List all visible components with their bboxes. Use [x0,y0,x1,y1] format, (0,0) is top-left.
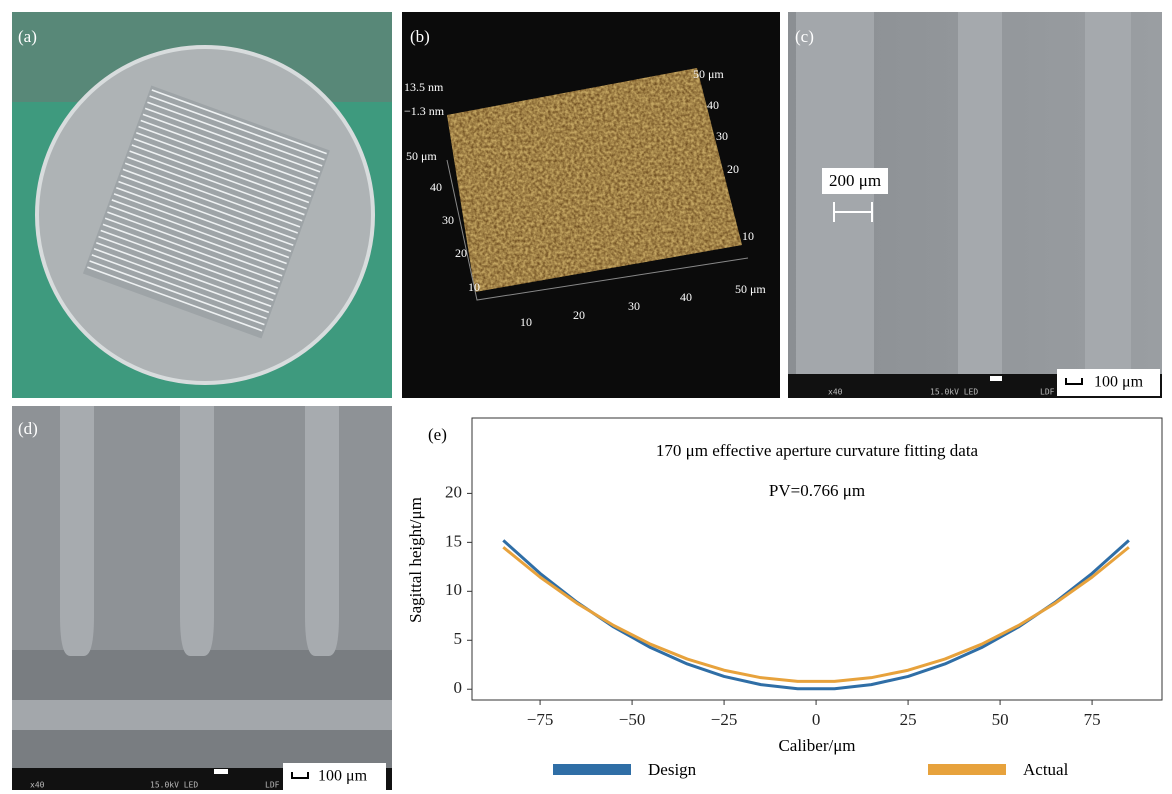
panel-label: (b) [410,27,430,46]
legend-swatch [928,764,1006,775]
sem-base-edge [12,700,392,730]
afm-axis-label: 10 [520,315,532,329]
x-tick-label: −25 [711,710,738,729]
scale-marker [214,769,228,774]
x-axis-label: Caliber/μm [778,736,855,755]
x-tick-label: 75 [1084,710,1101,729]
scale-label: 100 μm [318,768,368,785]
afm-axis-label: 50 μm [735,282,766,296]
y-tick-label: 20 [445,482,462,501]
afm-axis-label: 40 [680,290,692,304]
sem-groove [958,12,1002,374]
afm-axis-label: 50 μm [693,67,724,81]
afm-axis-label: 20 [573,308,585,322]
afm-axis-label: 10 [468,280,480,294]
panel-label: (e) [428,425,447,444]
x-tick-label: −75 [527,710,554,729]
afm-axis-label: 20 [727,162,739,176]
sem-info: LDF [1040,388,1055,397]
sem-fiber [60,406,94,656]
afm-axis-label: 40 [707,98,719,112]
y-tick-label: 0 [454,678,463,697]
legend-swatch [553,764,631,775]
data-line [503,547,1129,681]
sem-fiber [180,406,214,656]
sem-info: 15.0kV LED [930,388,978,397]
panel-label: (d) [18,419,38,438]
sem-info: x40 [30,781,45,790]
panel-b: (b) 13.5 nm −1.3 nm 50 μm 40 30 20 10 10 20 30 40 5… [402,12,780,398]
plot-frame [472,418,1162,700]
panel-a: (a) [12,12,392,398]
afm-axis-label: 10 [742,229,754,243]
afm-axis-label: 13.5 nm [404,80,444,94]
sem-info: 15.0kV LED [150,781,198,790]
afm-axis-label: 40 [430,180,442,194]
x-tick-label: 50 [992,710,1009,729]
x-tick-label: 25 [900,710,917,729]
x-tick-label: −50 [619,710,646,729]
x-tick-label: 0 [812,710,821,729]
panel-label: (a) [18,27,37,46]
y-tick-label: 10 [445,580,462,599]
y-axis-label: Sagittal height/μm [406,497,425,623]
sem-info: LDF [265,781,280,790]
y-tick-label: 15 [445,531,462,550]
annotation: PV=0.766 μm [769,481,865,500]
chart-title: 170 μm effective aperture curvature fitt… [656,441,979,460]
afm-axis-label: 30 [628,299,640,313]
y-tick-label: 5 [454,629,463,648]
afm-axis-label: −1.3 nm [404,104,445,118]
annotation: 200 μm [829,171,881,190]
sem-info: x40 [828,388,843,397]
afm-axis-label: 30 [716,129,728,143]
panel-d: x40 15.0kV LED LDF 100 μm (d) [12,406,392,790]
panel-c: 200 μm x40 15.0kV LED LDF 100 μm (c) [788,12,1162,398]
panel-e: (e) −75 −50 −25 0 25 50 75 0 5 10 15 20 170 μm effec… [406,418,1162,779]
scale-marker [990,376,1002,381]
sem-fiber [305,406,339,656]
figure: (a) (b) 13.5 nm −1.3 nm 50 μm 40 30 20 10 10 20 3… [0,0,1172,794]
legend-label: Actual [1023,760,1069,779]
legend-label: Design [648,760,697,779]
sem-groove [1085,12,1131,374]
scale-label: 100 μm [1094,374,1144,391]
afm-axis-label: 50 μm [406,149,437,163]
afm-axis-label: 20 [455,246,467,260]
panel-label: (c) [795,27,814,46]
afm-axis-label: 30 [442,213,454,227]
